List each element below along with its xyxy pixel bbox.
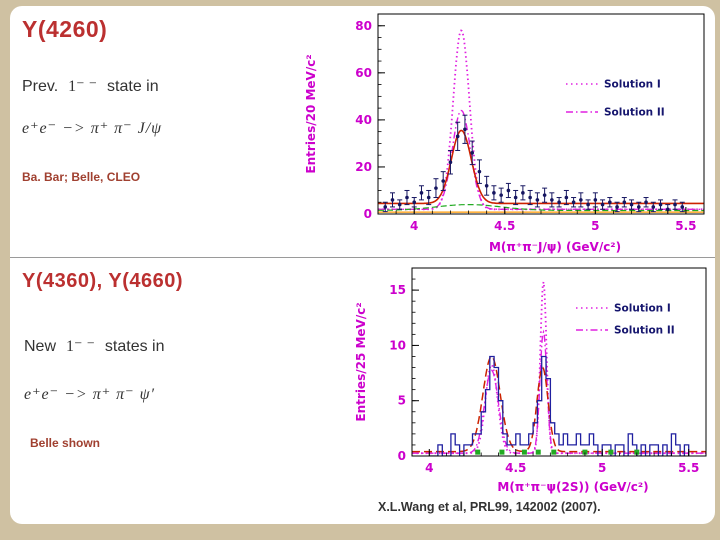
svg-text:80: 80 [355,19,372,33]
svg-text:M(π⁺π⁻J/ψ) (GeV/c²): M(π⁺π⁻J/ψ) (GeV/c²) [489,240,621,254]
svg-text:5: 5 [598,461,606,475]
svg-text:Solution II: Solution II [604,107,665,119]
section2-experiments: Belle shown [30,436,101,450]
svg-text:Solution I: Solution I [604,79,661,91]
y4260-mass-spectrum-chart: 4 4.5 5 5.5 0 20 40 60 80 M(π⁺π⁻J/ψ) (GeV/c²) Entr… [304,13,705,254]
statement2-suffix: states in [104,338,165,355]
svg-text:4.5: 4.5 [494,219,515,233]
citation: X.L.Wang et al, PRL99, 142002 (2007). [378,500,601,514]
svg-text:Solution II: Solution II [614,325,675,337]
svg-text:Entries/20 MeV/c²: Entries/20 MeV/c² [304,54,318,173]
svg-text:5: 5 [591,219,599,233]
svg-text:Entries/25 MeV/c²: Entries/25 MeV/c² [354,302,368,421]
svg-text:4: 4 [425,461,433,475]
section-divider [10,257,715,258]
statement1-prefix: Prev. [22,78,59,95]
svg-text:15: 15 [389,283,406,297]
y4360-y4660-mass-spectrum-chart: 4 4.5 5 5.5 0 5 10 15 M(π⁺π⁻ψ(2S)) (GeV/c²) Entri… [354,267,707,494]
statement2-prefix: New [24,338,57,355]
svg-text:5: 5 [398,394,406,408]
svg-text:5.5: 5.5 [675,219,696,233]
svg-text:M(π⁺π⁻ψ(2S)) (GeV/c²): M(π⁺π⁻ψ(2S)) (GeV/c²) [497,480,648,494]
svg-text:20: 20 [355,160,372,174]
section1-title: Y(4260) [22,16,108,42]
svg-text:10: 10 [389,338,406,352]
svg-text:4: 4 [410,219,418,233]
svg-text:60: 60 [355,66,372,80]
jpc-notation-2: 1⁻ ⁻ [66,338,95,355]
section2-statement: New 1⁻ ⁻ states in [24,336,165,356]
svg-text:0: 0 [398,449,406,463]
statement1-suffix: state in [107,78,159,95]
slide-canvas: Y(4260) Prev. 1⁻ ⁻ state in e⁺e⁻ −> π⁺ π⁻ … [10,6,715,524]
section1-statement: Prev. 1⁻ ⁻ state in [22,76,159,96]
svg-text:5.5: 5.5 [678,461,699,475]
jpc-notation-1: 1⁻ ⁻ [68,78,98,95]
section1-reaction: e⁺e⁻ −> π⁺ π⁻ J/ψ [22,120,163,137]
section2-title: Y(4360), Y(4660) [22,270,184,292]
svg-text:40: 40 [355,113,372,127]
svg-text:0: 0 [364,207,372,221]
section2-reaction: e⁺e⁻ −> π⁺ π⁻ ψ′ [24,386,156,403]
svg-text:Solution I: Solution I [614,303,671,315]
section1-experiments: Ba. Bar; Belle, CLEO [22,170,141,184]
svg-text:4.5: 4.5 [505,461,526,475]
